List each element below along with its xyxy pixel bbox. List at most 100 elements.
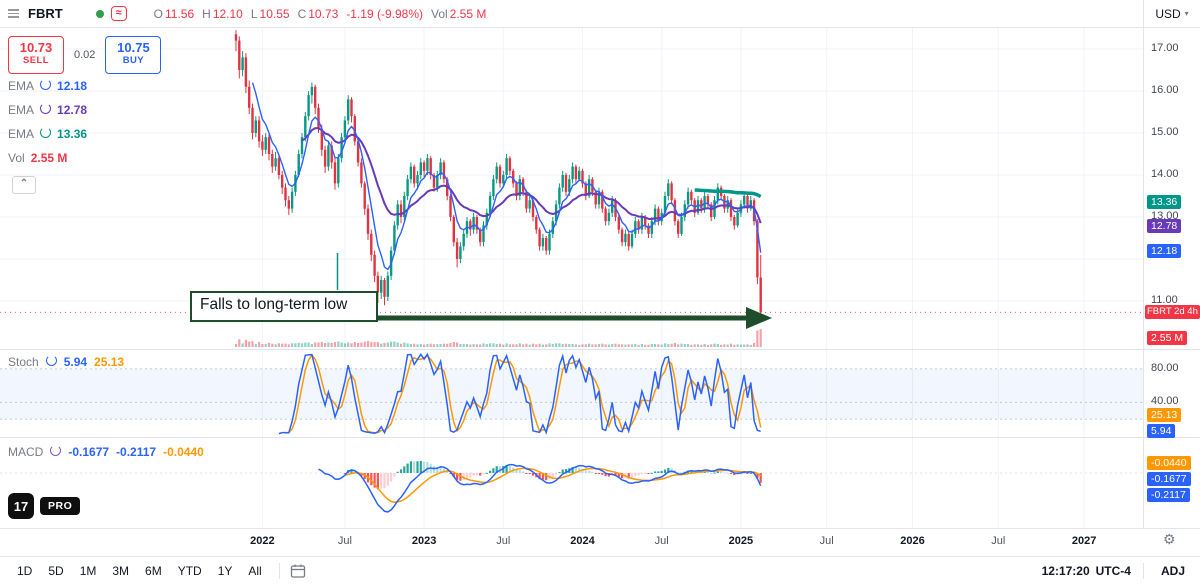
loading-icon <box>50 445 62 459</box>
high-value: 12.10 <box>212 6 243 21</box>
ema-row-fast[interactable]: EMA 12.18 <box>8 74 87 98</box>
macd-signal-line[interactable] <box>344 467 762 504</box>
loading-icon <box>40 127 52 141</box>
volume-row[interactable]: Vol 2.55 M <box>8 146 87 170</box>
sell-label: SELL <box>23 55 49 66</box>
stoch-k-line[interactable] <box>278 352 761 435</box>
annotation-text: Falls to long-term low <box>200 296 348 313</box>
ohlc-readout: O 11.56 H 12.10 L 10.55 C 10.73 -1.19 (-9.98… <box>148 7 487 21</box>
range-button-all[interactable]: All <box>241 561 268 581</box>
stoch-label: Stoch <box>8 355 39 369</box>
loading-icon <box>40 103 52 117</box>
range-button-6m[interactable]: 6M <box>138 561 169 581</box>
macd-legend[interactable]: MACD -0.1677 -0.2117 -0.0440 <box>8 445 204 459</box>
divider <box>1142 563 1144 579</box>
macd-signal-value: -0.0440 <box>163 445 204 459</box>
range-button-1y[interactable]: 1Y <box>211 561 240 581</box>
pane-separator[interactable] <box>0 349 1200 350</box>
annotation-arrow-head[interactable] <box>746 307 772 329</box>
time-axis-label: Jul <box>819 535 834 547</box>
paper-trading-icon[interactable]: ≈ <box>110 6 127 21</box>
stoch-legend[interactable]: Stoch 5.94 25.13 <box>8 355 124 369</box>
range-buttons: 1D 5D 1M 3M 6M YTD 1Y All <box>10 561 269 581</box>
sell-button[interactable]: 10.73 SELL <box>8 36 64 74</box>
range-button-1d[interactable]: 1D <box>10 561 39 581</box>
macd-badge: -0.1677 <box>1147 472 1191 486</box>
time-axis-label: 2024 <box>570 535 595 547</box>
collapse-legend-button[interactable]: ⌃ <box>12 176 36 194</box>
price-scale[interactable]: 17.00 16.00 15.00 14.00 13.00 11.00 13.36 12.78… <box>1143 28 1200 528</box>
price-scale-label: 11.00 <box>1151 294 1178 306</box>
adjust-data-toggle[interactable]: ADJ <box>1160 564 1185 578</box>
range-button-ytd[interactable]: YTD <box>171 561 209 581</box>
volume-value: 2.55 M <box>449 6 487 21</box>
low-label: L <box>250 6 258 21</box>
range-button-1m[interactable]: 1M <box>73 561 104 581</box>
ema-row-slow[interactable]: EMA 13.36 <box>8 122 87 146</box>
open-label: O <box>153 6 164 21</box>
price-scale-label: 15.00 <box>1151 126 1179 138</box>
top-toolbar: FBRT ≈ O 11.56 H 12.10 L 10.55 C 10.73 -1.19… <box>0 0 1143 28</box>
bottom-toolbar: 1D 5D 1M 3M 6M YTD 1Y All 12:17:20 UTC-4 ADJ <box>0 556 1200 585</box>
pane-separator[interactable] <box>0 437 1200 438</box>
macd-badge: -0.0440 <box>1147 456 1191 470</box>
buy-button[interactable]: 10.75 BUY <box>105 36 162 74</box>
ema-slow-line[interactable] <box>694 188 762 199</box>
tradingview-logo[interactable]: 17 <box>8 493 34 519</box>
price-badge: 12.78 <box>1147 219 1182 234</box>
volume-value: 2.55 M <box>30 151 68 165</box>
price-badge: 12.18 <box>1147 244 1182 259</box>
ema-fast-line[interactable] <box>251 82 762 271</box>
range-button-5d[interactable]: 5D <box>41 561 70 581</box>
macd-badge: -0.2117 <box>1147 488 1190 502</box>
stoch-k-value: 5.94 <box>63 355 88 369</box>
timezone[interactable]: UTC-4 <box>1095 564 1131 578</box>
price-badge: 13.36 <box>1147 194 1182 209</box>
symbol-name[interactable]: FBRT <box>28 6 63 21</box>
stoch-band <box>0 368 1143 420</box>
stoch-scale-label: 40.00 <box>1151 395 1179 408</box>
market-status-icon[interactable] <box>95 9 104 18</box>
price-scale-label: 13.00 <box>1151 210 1179 222</box>
spread-value: 0.02 <box>74 49 96 61</box>
currency-label: USD <box>1155 6 1181 21</box>
macd-hist-value: -0.1677 <box>68 445 110 459</box>
indicator-legend: EMA 12.18 EMA 12.78 EMA 13.36 Vol 2.55 M <box>8 74 87 170</box>
macd-line[interactable] <box>318 463 762 513</box>
volume-label: Vol <box>430 6 448 21</box>
annotation-text-box[interactable]: Falls to long-term low <box>190 291 378 322</box>
ema-mid-line[interactable] <box>301 127 762 224</box>
high-label: H <box>202 6 211 21</box>
chart-settings-gear-icon[interactable]: ⚙ <box>1163 531 1176 547</box>
open-value: 11.56 <box>165 6 195 21</box>
currency-selector[interactable]: USD ▾ <box>1143 0 1200 28</box>
close-label: C <box>297 6 307 21</box>
time-axis[interactable]: 2022 Jul 2023 Jul 2024 Jul 2025 Jul 2026 Jul 2027 <box>0 528 1200 555</box>
volume-label: Vol <box>8 151 25 165</box>
price-scale-label: 17.00 <box>1151 42 1179 54</box>
sp: 0.02 <box>74 49 95 61</box>
close-value: 10.73 <box>308 6 339 21</box>
time-axis-label: 2025 <box>728 535 754 547</box>
range-button-3m[interactable]: 3M <box>105 561 136 581</box>
time-axis-label: 2027 <box>1071 535 1097 547</box>
time-axis-label: Jul <box>337 535 352 547</box>
time-axis-label: Jul <box>496 535 511 547</box>
ema-label: EMA <box>8 103 35 117</box>
clock[interactable]: 12:17:20 <box>1041 564 1090 578</box>
time-axis-label: Jul <box>991 535 1006 547</box>
go-to-date-icon[interactable] <box>290 563 306 579</box>
loading-icon <box>40 79 52 93</box>
order-panel: 10.73 SELL 0.02 10.75 BUY <box>8 36 162 74</box>
sell-price: 10.73 <box>19 40 53 55</box>
ema-row-mid[interactable]: EMA 12.78 <box>8 98 87 122</box>
ema-label: EMA <box>8 127 35 141</box>
change-value: -1.19 (-9.98%) <box>346 6 423 21</box>
macd-label: MACD <box>8 445 44 459</box>
buy-label: BUY <box>122 55 145 66</box>
pro-badge: PRO <box>40 497 81 515</box>
time-axis-label: 2022 <box>250 535 275 547</box>
symbol-menu-icon[interactable] <box>8 9 19 18</box>
ema-label: EMA <box>8 79 35 93</box>
